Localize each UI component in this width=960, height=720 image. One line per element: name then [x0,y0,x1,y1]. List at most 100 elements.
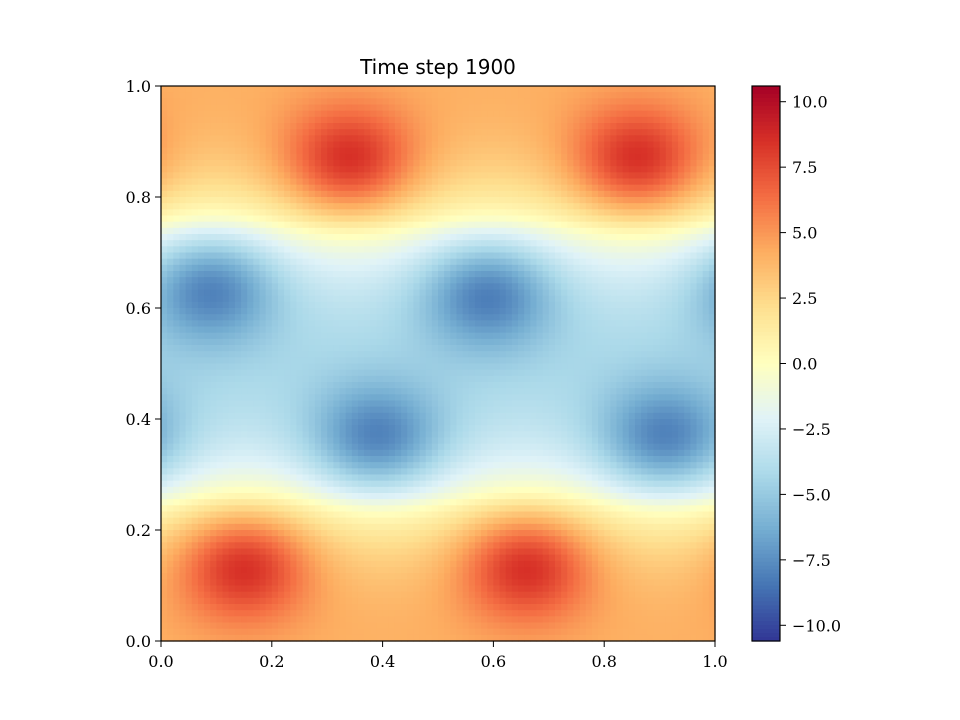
heatmap-cell [708,369,716,377]
heatmap-cell [561,351,568,358]
heatmap-cell [499,197,507,204]
heatmap-cell [394,166,402,173]
heatmap-cell [314,289,322,297]
heatmap-cell [382,406,390,414]
heatmap-cell [487,234,494,241]
heatmap-cell [370,110,378,118]
heatmap-cell [659,289,667,297]
heatmap-cell [499,104,507,112]
heatmap-cell [327,166,334,173]
heatmap-cell [665,264,673,272]
heatmap-cell [536,252,544,260]
heatmap-cell [561,92,568,99]
heatmap-cell [561,406,568,414]
heatmap-cell [468,234,476,241]
heatmap-cell [173,234,181,241]
heatmap-cell [290,369,298,377]
heatmap-cell [191,345,199,352]
heatmap-cell [308,104,316,112]
heatmap-cell [708,412,716,420]
heatmap-cell [641,234,648,241]
heatmap-cell [530,271,538,278]
heatmap-cell [493,197,501,204]
heatmap-cell [197,271,205,278]
heatmap-cell [339,369,347,377]
heatmap-cell [573,400,581,408]
heatmap-cell [696,135,704,143]
heatmap-cell [604,135,611,143]
heatmap-cell [702,295,710,303]
heatmap-cell [173,197,181,204]
heatmap-cell [524,147,531,155]
heatmap-cell [708,178,716,186]
heatmap-cell [542,86,550,93]
heatmap-cell [665,104,673,112]
heatmap-cell [702,98,710,106]
heatmap-cell [161,258,168,266]
heatmap-cell [388,382,396,389]
heatmap-cell [167,227,174,235]
heatmap-cell [333,234,341,241]
heatmap-cell [604,351,611,358]
heatmap-cell [345,209,353,217]
heatmap-cell [185,153,193,161]
heatmap-cell [204,215,211,223]
heatmap-cell [351,116,359,124]
heatmap-cell [394,184,402,192]
heatmap-cell [370,141,378,149]
heatmap-cell [573,338,581,346]
heatmap-cell [253,129,261,136]
heatmap-cell [585,123,593,130]
heatmap-cell [708,419,716,426]
heatmap-cell [265,264,273,272]
heatmap-cell [616,406,624,414]
heatmap-cell [493,351,501,358]
heatmap-cell [702,419,710,426]
heatmap-cell [333,153,341,161]
heatmap-cell [505,129,513,136]
heatmap-cell [333,394,341,402]
heatmap-cell [210,338,217,346]
heatmap-cell [505,332,513,340]
heatmap-cell [438,92,445,99]
heatmap-cell [487,98,494,106]
heatmap-cell [647,240,655,247]
heatmap-cell [524,406,531,414]
heatmap-cell [431,351,439,358]
heatmap-cell [696,203,704,210]
heatmap-cell [678,104,685,112]
heatmap-cell [339,234,347,241]
heatmap-cell [622,375,630,383]
heatmap-cell [604,104,611,112]
heatmap-cell [345,406,353,414]
heatmap-cell [444,197,451,204]
heatmap-cell [253,153,261,161]
heatmap-cell [253,388,261,395]
heatmap-cell [308,147,316,155]
heatmap-cell [333,301,341,309]
heatmap-cell [179,338,187,346]
heatmap-cell [536,419,544,426]
heatmap-cell [413,357,421,365]
heatmap-cell [394,203,402,210]
heatmap-cell [468,172,476,180]
heatmap-cell [542,104,550,112]
heatmap-cell [388,240,396,247]
heatmap-cell [530,147,538,155]
heatmap-cell [591,283,599,291]
heatmap-cell [616,92,624,99]
heatmap-cell [438,277,445,284]
heatmap-cell [505,264,513,272]
heatmap-cell [702,123,710,130]
heatmap-cell [468,295,476,303]
heatmap-cell [204,388,211,395]
heatmap-cell [413,209,421,217]
heatmap-cell [678,388,685,395]
heatmap-cell [690,215,698,223]
heatmap-cell [302,190,310,198]
heatmap-cell [524,160,531,167]
heatmap-cell [204,406,211,414]
heatmap-cell [339,123,347,130]
heatmap-cell [216,419,224,426]
heatmap-cell [444,382,451,389]
